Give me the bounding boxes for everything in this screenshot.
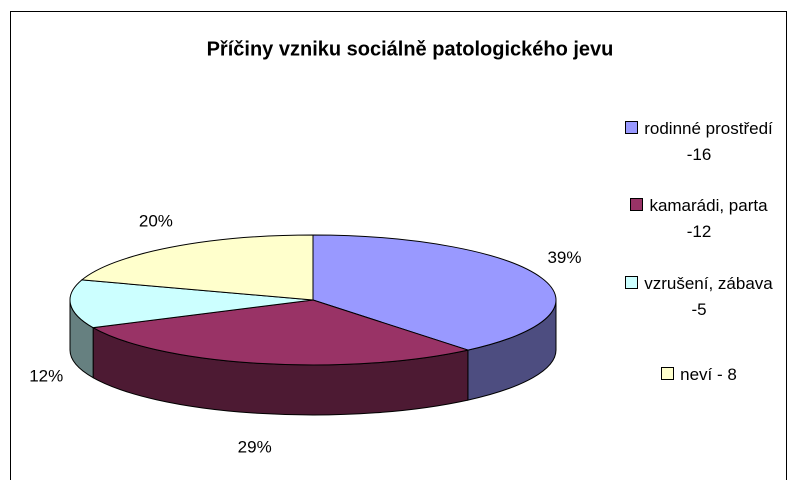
legend-label: rodinné prostředí -16 <box>644 119 773 164</box>
slice <box>312 234 557 351</box>
data-label: 39% <box>547 248 581 267</box>
legend-label: vzrušení, zábava -5 <box>644 274 773 319</box>
legend-entry: neví - 8 <box>624 362 774 388</box>
slice <box>80 234 314 301</box>
legend-label: neví - 8 <box>680 365 737 384</box>
legend-entry: rodinné prostředí -16 <box>624 116 774 168</box>
chart-title: Příčiny vzniku sociálně patologického je… <box>207 38 614 60</box>
legend-swatch <box>625 121 639 134</box>
legend-swatch <box>625 276 639 289</box>
legend-entry: kamarádi, parta -12 <box>624 193 774 245</box>
slice <box>69 279 314 329</box>
legend-label: kamarádi, parta -12 <box>649 196 768 241</box>
data-label: 29% <box>238 438 272 457</box>
data-label: 12% <box>29 366 63 385</box>
data-label: 20% <box>139 211 173 230</box>
legend-swatch <box>661 367 675 380</box>
legend-swatch <box>630 198 644 211</box>
legend-entry: vzrušení, zábava -5 <box>624 271 774 323</box>
